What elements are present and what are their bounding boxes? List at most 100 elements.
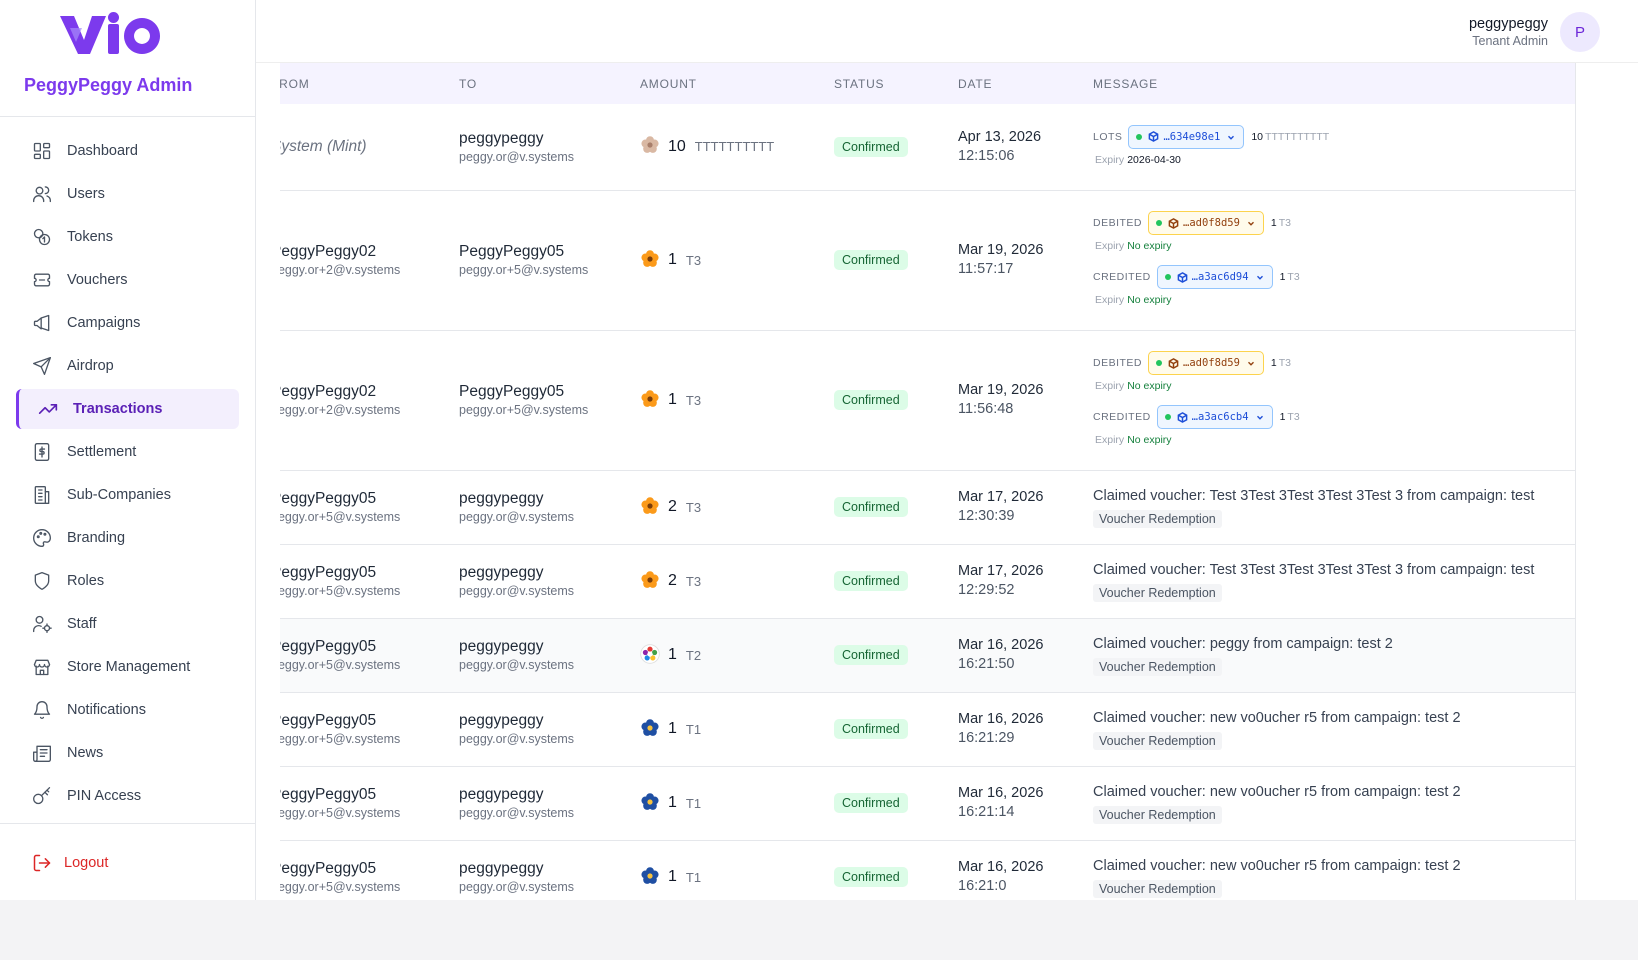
table-row[interactable]: System (Mint) peggypeggy peggy.or@v.system…: [280, 104, 1575, 191]
sidebar-item-settlement[interactable]: Settlement: [16, 432, 239, 472]
to-cell: PeggyPeggy05 peggy.or+5@v.systems: [451, 190, 632, 331]
sidebar-item-store-management[interactable]: Store Management: [16, 647, 239, 687]
sidebar-item-transactions[interactable]: Transactions: [16, 389, 239, 429]
to-email: peggy.or@v.systems: [459, 510, 575, 524]
debited-lot-chip[interactable]: …ad0f8d59: [1148, 351, 1264, 375]
amount-cell: 2 T3: [640, 496, 826, 519]
status-dot: [1164, 274, 1171, 280]
chevron-down-icon: [1226, 132, 1236, 142]
time-value: 11:56:48: [958, 401, 1014, 417]
to-email: peggy.or+5@v.systems: [459, 263, 589, 277]
amount-column-cell: 1 T3: [632, 330, 826, 471]
date-cell: Mar 17, 2026 12:30:39: [950, 470, 1085, 545]
sidebar-item-sub-companies[interactable]: Sub-Companies: [16, 475, 239, 515]
table-row[interactable]: PeggyPeggy02 peggy.or+2@v.systems PeggyPeg…: [280, 330, 1575, 471]
expiry-label: Expiry: [1095, 240, 1125, 252]
sidebar-item-staff[interactable]: Staff: [16, 604, 239, 644]
sidebar-item-tokens[interactable]: Tokens: [16, 217, 239, 257]
date-value: Mar 16, 2026: [958, 859, 1044, 875]
sidebar-item-notifications[interactable]: Notifications: [16, 690, 239, 730]
avatar[interactable]: P: [1560, 12, 1600, 52]
table-row[interactable]: PeggyPeggy05 peggy.or+5@v.systems peggypeg…: [280, 544, 1575, 619]
sidebar-item-label: Roles: [67, 573, 105, 589]
sidebar-item-pin-access[interactable]: PIN Access: [16, 776, 239, 816]
sidebar-item-label: News: [67, 745, 104, 761]
message-text: Claimed voucher: new vo0ucher r5 from ca…: [1093, 857, 1461, 874]
sidebar-item-vouchers[interactable]: Vouchers: [16, 260, 239, 300]
vio-logo[interactable]: [60, 12, 162, 58]
message-cell: Claimed voucher: peggy from campaign: te…: [1085, 618, 1575, 693]
logout-button[interactable]: Logout: [32, 853, 108, 873]
lots-lot-chip[interactable]: …634e98e1: [1128, 124, 1245, 149]
credited-lot-chip[interactable]: …a3ac6cb4: [1156, 405, 1273, 429]
to-cell: peggypeggy peggy.or@v.systems: [451, 840, 632, 900]
from-cell: PeggyPeggy05 peggy.or+5@v.systems: [280, 840, 451, 900]
token-flower-icon: [640, 643, 660, 667]
to-email: peggy.or@v.systems: [459, 149, 575, 164]
table-row[interactable]: PeggyPeggy05 peggy.or+5@v.systems peggypeg…: [280, 840, 1575, 900]
sidebar-item-dashboard[interactable]: Dashboard: [16, 131, 239, 171]
sidebar-item-airdrop[interactable]: Airdrop: [16, 346, 239, 386]
sidebar-item-label: Users: [67, 186, 105, 202]
time-value: 12:30:39: [958, 508, 1015, 524]
message-tag: Voucher Redemption: [1093, 731, 1222, 750]
token-symbol: TTTTTTTTTT: [694, 139, 775, 155]
table-row[interactable]: PeggyPeggy05 peggy.or+5@v.systems peggypeg…: [280, 470, 1575, 545]
table-row[interactable]: PeggyPeggy05 peggy.or+5@v.systems peggypeg…: [280, 766, 1575, 841]
lot-id: …a3ac6d94: [1191, 271, 1249, 283]
message-cell: DEBITED …ad0f8d59 1 T3 Expiry No expiry CREDIT…: [1085, 190, 1575, 331]
lot-id: …ad0f8d59: [1183, 357, 1240, 369]
sidebar-item-label: Store Management: [67, 659, 191, 675]
to-cell: peggypeggy peggy.or@v.systems: [451, 544, 632, 619]
date-cell: Mar 19, 2026 11:56:48: [950, 330, 1085, 471]
debited-lot-chip[interactable]: …ad0f8d59: [1148, 211, 1264, 235]
column-header-from[interactable]: FROM: [280, 76, 310, 91]
to-name: peggypeggy: [459, 860, 544, 877]
sidebar-item-roles[interactable]: Roles: [16, 561, 239, 601]
amount-value: 1: [668, 251, 677, 268]
to-cell: peggypeggy peggy.or@v.systems: [451, 104, 632, 191]
status-badge: Confirmed: [834, 497, 908, 517]
cube-icon: [1168, 217, 1179, 229]
column-header-amount[interactable]: AMOUNT: [640, 76, 697, 91]
column-header-message[interactable]: MESSAGE: [1093, 76, 1158, 91]
status-dot: [1156, 220, 1163, 226]
token-flower-icon: [640, 135, 660, 158]
lots-label: LOTS: [1093, 130, 1123, 143]
column-header-date[interactable]: DATE: [958, 76, 993, 91]
sidebar-item-users[interactable]: Users: [16, 174, 239, 214]
from-name: PeggyPeggy02: [280, 383, 377, 400]
date-cell: Apr 13, 2026 12:15:06: [950, 104, 1085, 191]
message-tag: Voucher Redemption: [1093, 583, 1222, 602]
from-name: PeggyPeggy05: [280, 638, 377, 655]
amount-column-cell: 10 TTTTTTTTTT: [632, 104, 826, 191]
lot-id: …634e98e1: [1163, 130, 1221, 143]
sidebar-item-branding[interactable]: Branding: [16, 518, 239, 558]
user-menu[interactable]: peggypeggy Tenant Admin P: [1469, 12, 1600, 52]
trending-up-icon: [38, 399, 58, 419]
from-name: PeggyPeggy05: [280, 860, 377, 877]
to-name: peggypeggy: [459, 638, 544, 655]
token-symbol: T3: [685, 392, 702, 408]
from-email: peggy.or+2@v.systems: [280, 403, 401, 417]
table-row[interactable]: PeggyPeggy05 peggy.or+5@v.systems peggypeg…: [280, 692, 1575, 767]
credited-lot-chip[interactable]: …a3ac6d94: [1156, 265, 1273, 289]
sidebar-item-campaigns[interactable]: Campaigns: [16, 303, 239, 343]
from-email: peggy.or+2@v.systems: [280, 263, 401, 277]
amount-value: 1: [668, 720, 677, 737]
amount-cell: 10 TTTTTTTTTT: [640, 135, 826, 158]
sidebar-item-news[interactable]: News: [16, 733, 239, 773]
tokens-icon: [32, 227, 52, 247]
column-header-to[interactable]: TO: [459, 76, 478, 91]
message-cell: Claimed voucher: Test 3Test 3Test 3Test …: [1085, 470, 1575, 545]
shield-icon: [32, 571, 52, 591]
column-header-status[interactable]: STATUS: [834, 76, 885, 91]
cube-icon: [1148, 131, 1159, 143]
transactions-table-container[interactable]: FROM TO AMOUNT STATUS DATE MESSAGE Syste…: [280, 63, 1576, 900]
table-row[interactable]: PeggyPeggy05 peggy.or+5@v.systems peggypeg…: [280, 618, 1575, 693]
status-badge: Confirmed: [834, 136, 908, 157]
from-cell: PeggyPeggy05 peggy.or+5@v.systems: [280, 618, 451, 693]
table-row[interactable]: PeggyPeggy02 peggy.or+2@v.systems PeggyPeg…: [280, 190, 1575, 331]
status-dot: [1164, 414, 1171, 420]
sidebar-item-label: Dashboard: [67, 143, 138, 159]
